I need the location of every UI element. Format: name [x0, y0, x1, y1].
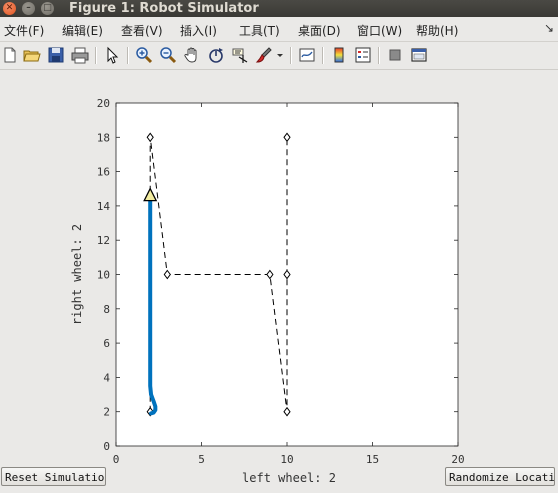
legend-icon[interactable]: [354, 46, 372, 64]
window-minimize-button[interactable]: –: [22, 2, 35, 15]
menu-bar: 文件(F) 编辑(E) 查看(V) 插入(I) 工具(T) 桌面(D) 窗口(W…: [0, 18, 558, 42]
x-tick-label: 5: [198, 453, 205, 466]
menu-insert[interactable]: 插入(I): [180, 24, 217, 38]
x-tick-label: 20: [451, 453, 464, 466]
y-tick-label: 8: [103, 303, 110, 316]
y-tick-label: 16: [97, 166, 110, 179]
y-tick-label: 0: [103, 440, 110, 453]
reset-simulation-button[interactable]: Reset Simulation: [1, 467, 106, 486]
menu-tools[interactable]: 工具(T): [239, 24, 280, 38]
y-tick-label: 12: [97, 234, 110, 247]
y-tick-label: 2: [103, 406, 110, 419]
y-tick-label: 4: [103, 371, 110, 384]
menu-view[interactable]: 查看(V): [121, 24, 163, 38]
menu-overflow-icon[interactable]: ↘: [543, 21, 554, 35]
x-axis-label: left wheel: 2: [242, 471, 336, 485]
window-titlebar: ✕ – □ Figure 1: Robot Simulator: [0, 0, 558, 17]
hide-plot-tools-icon[interactable]: [386, 46, 404, 64]
colorbar-icon[interactable]: [330, 46, 348, 64]
pointer-icon[interactable]: [103, 46, 121, 64]
link-plot-icon[interactable]: [298, 46, 316, 64]
y-tick-label: 18: [97, 131, 110, 144]
y-tick-label: 10: [97, 269, 110, 282]
waypoint-marker: [283, 269, 291, 280]
waypoint-marker: [283, 132, 291, 143]
window-maximize-button[interactable]: □: [41, 2, 54, 15]
data-cursor-icon[interactable]: [231, 46, 249, 64]
x-tick-label: 10: [280, 453, 293, 466]
pan-hand-icon[interactable]: [183, 46, 201, 64]
brush-icon[interactable]: [255, 46, 273, 64]
rotate-3d-icon[interactable]: [207, 46, 225, 64]
menu-file[interactable]: 文件(F): [4, 24, 45, 38]
figure-toolbar: [0, 42, 558, 70]
figure-canvas: 0 5 10 15 20 0 2 4 6 8 10 12 14 16 18 20 left wheel: 2 ri…: [0, 70, 558, 489]
plot-axes[interactable]: 0 5 10 15 20 0 2 4 6 8 10 12 14 16 18 20 left wheel: 2 ri…: [0, 70, 558, 489]
waypoint-marker: [266, 269, 274, 280]
robot-trajectory-line: [148, 195, 158, 416]
waypoint-marker: [146, 132, 154, 143]
waypoint-marker: [283, 406, 291, 417]
show-plot-tools-icon[interactable]: [410, 46, 428, 64]
y-tick-label: 6: [103, 337, 110, 350]
y-tick-label: 20: [97, 97, 110, 110]
menu-edit[interactable]: 编辑(E): [62, 24, 103, 38]
zoom-in-icon[interactable]: [135, 46, 153, 64]
open-file-icon[interactable]: [23, 46, 41, 64]
print-icon[interactable]: [71, 46, 89, 64]
robot-marker: [143, 187, 158, 202]
randomize-location-button[interactable]: Randomize Location: [445, 467, 555, 486]
menu-desktop[interactable]: 桌面(D): [298, 24, 341, 38]
y-tick-label: 14: [97, 200, 111, 213]
zoom-out-icon[interactable]: [159, 46, 177, 64]
menu-window[interactable]: 窗口(W): [357, 24, 403, 38]
menu-help[interactable]: 帮助(H): [416, 24, 459, 38]
brush-dropdown-icon[interactable]: [275, 46, 285, 64]
save-icon[interactable]: [47, 46, 65, 64]
waypoint-marker: [163, 269, 171, 280]
window-close-button[interactable]: ✕: [3, 2, 16, 15]
x-tick-label: 15: [366, 453, 379, 466]
y-axis-label: right wheel: 2: [70, 224, 84, 325]
window-title: Figure 1: Robot Simulator: [69, 1, 259, 16]
x-tick-label: 0: [113, 453, 120, 466]
new-figure-icon[interactable]: [1, 46, 19, 64]
